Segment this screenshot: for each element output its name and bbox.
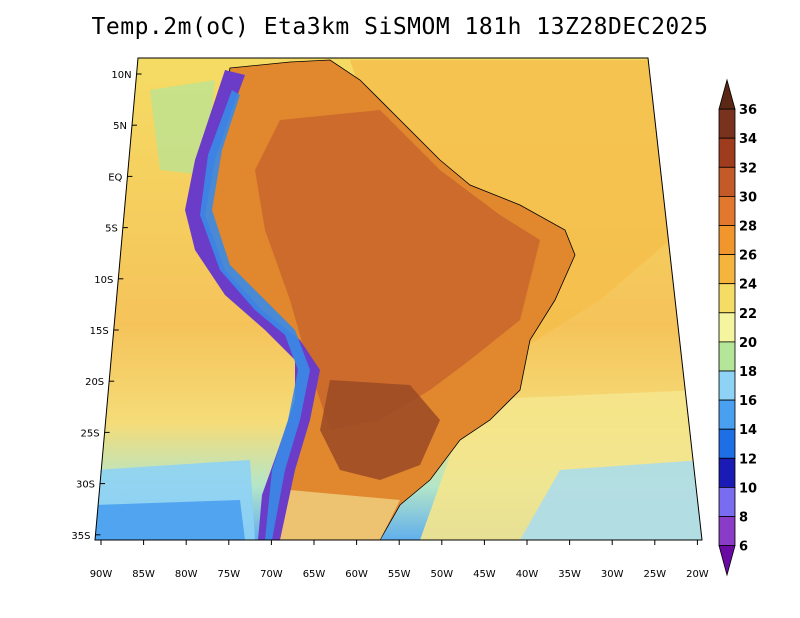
colorbar-label: 32: [739, 161, 757, 176]
lat-label: 20S: [85, 377, 104, 388]
lon-label: 30W: [601, 569, 624, 580]
colorbar-top-triangle: [718, 78, 736, 110]
colorbar-label: 12: [739, 452, 757, 467]
latitude-axis: 10N 5N EQ 5S 10S 15S 20S 25S 30S 35S: [71, 70, 142, 542]
lon-label: 40W: [516, 569, 539, 580]
colorbar-label: 30: [739, 190, 757, 205]
lon-label: 85W: [132, 569, 155, 580]
colorbar-segment: [718, 341, 736, 372]
chaco-very-hot-region: [320, 380, 440, 480]
colorbar-segment: [718, 428, 736, 459]
colorbar-segment: [718, 312, 736, 343]
lon-label: 20W: [686, 569, 709, 580]
lat-label: 15S: [90, 326, 109, 337]
colorbar: 6 8 10 12 14 16 18 20 22 24 26 28 30 32 34 36: [718, 78, 757, 577]
lon-label: 75W: [217, 569, 240, 580]
colorbar-label: 16: [739, 394, 757, 409]
colorbar-label: 28: [739, 220, 757, 235]
colorbar-label: 10: [739, 481, 757, 496]
lon-label: 70W: [260, 569, 283, 580]
colorbar-segment: [718, 399, 736, 430]
lat-label: 10N: [111, 70, 131, 81]
colorbar-segment: [718, 195, 736, 226]
lat-label: 30S: [76, 480, 95, 491]
colorbar-label: 14: [739, 423, 757, 438]
pacific-cold-region: [95, 500, 245, 540]
colorbar-segment: [718, 254, 736, 285]
colorbar-label: 36: [739, 103, 757, 118]
lon-label: 55W: [388, 569, 411, 580]
colorbar-label: 26: [739, 249, 757, 264]
colorbar-segment: [718, 486, 736, 517]
lat-label: EQ: [108, 172, 122, 183]
lon-label: 60W: [345, 569, 368, 580]
lat-label: 35S: [71, 531, 90, 542]
colorbar-segment: [718, 166, 736, 197]
colorbar-label: 24: [739, 278, 757, 293]
lon-label: 80W: [175, 569, 198, 580]
map-title: Temp.2m(oC) Eta3km SiSMOM 181h 13Z28DEC2…: [91, 14, 709, 40]
colorbar-segment: [718, 457, 736, 488]
hot-interior-region: [255, 110, 540, 430]
colorbar-segment: [718, 137, 736, 168]
colorbar-bottom-triangle: [718, 545, 736, 577]
colorbar-segment: [718, 516, 736, 547]
lon-label: 35W: [558, 569, 581, 580]
lon-label: 90W: [90, 569, 113, 580]
lon-label: 45W: [473, 569, 496, 580]
colorbar-segment: [718, 370, 736, 401]
lat-label: 10S: [94, 275, 113, 286]
lat-label: 5N: [113, 121, 127, 132]
colorbar-label: 6: [739, 540, 748, 555]
colorbar-label: 34: [739, 132, 757, 147]
lon-label: 65W: [303, 569, 326, 580]
colorbar-segment: [718, 108, 736, 139]
lat-label: 25S: [81, 428, 100, 439]
patagonia-mild-region: [262, 490, 400, 540]
longitude-axis: 90W 85W 80W 75W 70W 65W 60W 55W 50W 45W 40W 35W 30W 2…: [90, 540, 709, 580]
lon-label: 25W: [643, 569, 666, 580]
map-field: [95, 58, 702, 540]
colorbar-segment: [718, 283, 736, 314]
colorbar-label: 22: [739, 307, 757, 322]
map-frame: [94, 57, 703, 541]
lat-label: 5S: [105, 224, 118, 235]
south-atlantic-cold-region: [520, 460, 702, 540]
colorbar-label: 8: [739, 511, 748, 526]
colorbar-segment: [718, 225, 736, 256]
colorbar-label: 18: [739, 365, 757, 380]
lon-label: 50W: [430, 569, 453, 580]
colorbar-label: 20: [739, 336, 757, 351]
